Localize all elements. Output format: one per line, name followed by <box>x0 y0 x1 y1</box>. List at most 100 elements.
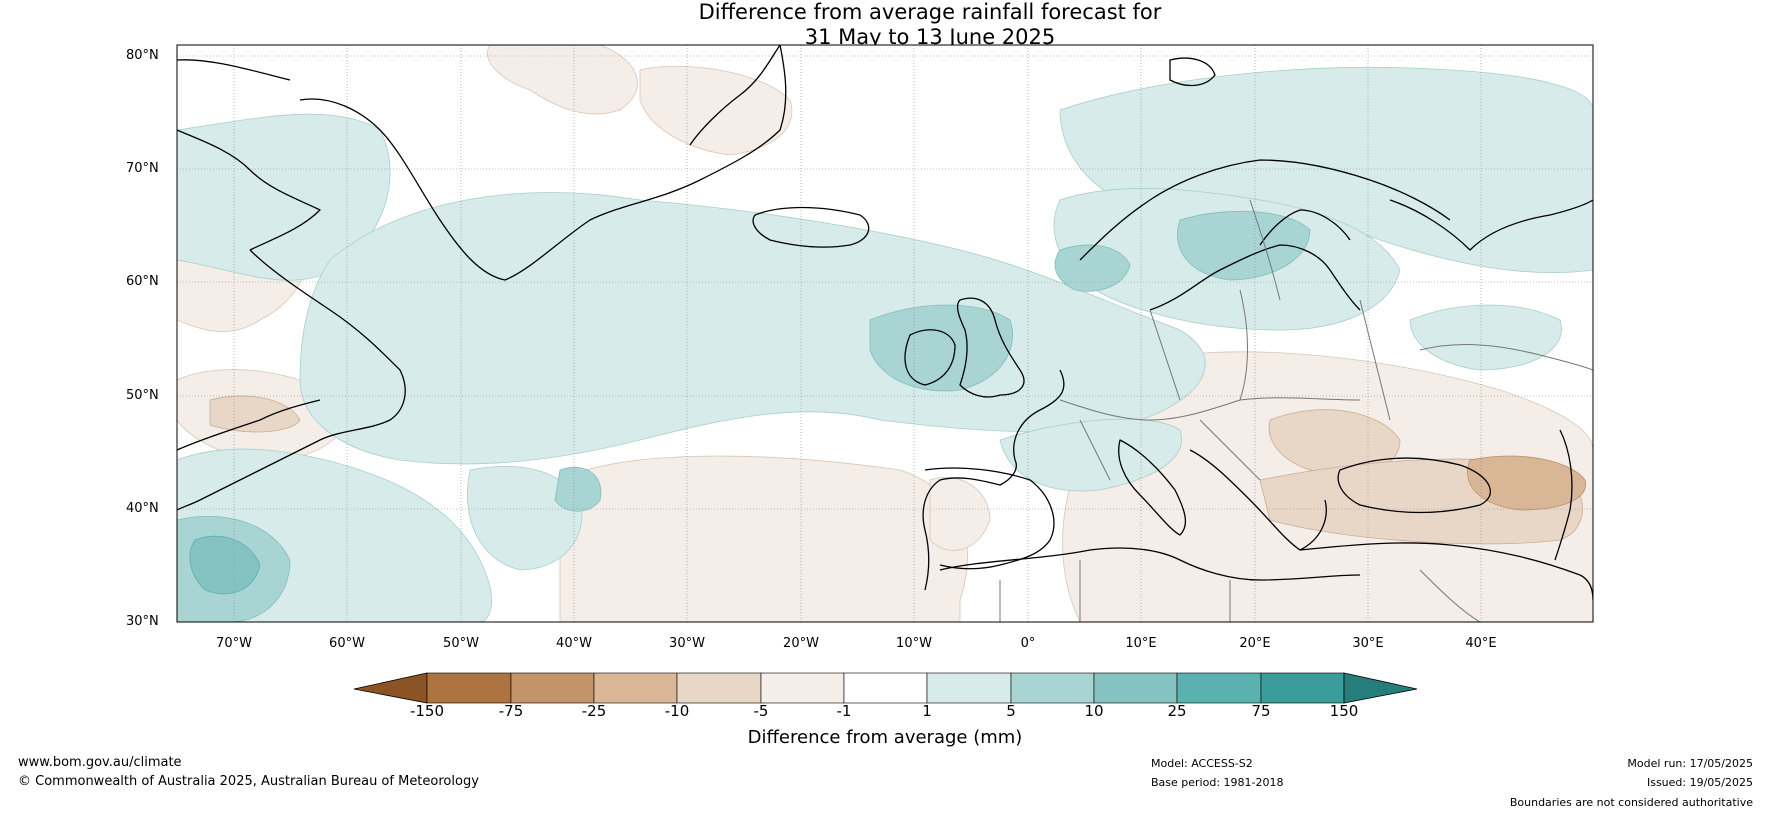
colorbar-segment-11 <box>1260 672 1345 704</box>
border-europe-8 <box>1419 344 1593 371</box>
model-run-text: Model run: 17/05/2025 <box>1627 757 1753 770</box>
wet-region-sweden <box>1177 210 1311 281</box>
title-line-1: Difference from average rainfall forecas… <box>698 0 1162 24</box>
balkans-coast <box>1189 449 1327 551</box>
strong-dry-regions <box>1467 455 1586 511</box>
colorbar-tick-label: -150 <box>409 702 445 720</box>
colorbar-segment-1 <box>426 672 512 704</box>
model-text: Model: ACCESS-S2 <box>1151 757 1253 770</box>
ireland-coast <box>904 329 956 386</box>
strong-wet-regions <box>189 535 261 595</box>
colorbar-extend-high <box>1343 672 1418 704</box>
greenland-coast <box>299 45 787 281</box>
colorbar <box>353 672 1418 704</box>
lon-label-50w: 50°W <box>443 636 479 651</box>
issued-text: Issued: 19/05/2025 <box>1646 776 1753 789</box>
colorbar-segment-8 <box>1010 672 1095 704</box>
colorbar-segment-3 <box>593 672 678 704</box>
wet-region-russia <box>1409 304 1562 371</box>
wet-region-western-europe <box>999 418 1182 492</box>
western-europe-coast <box>922 369 1065 591</box>
border-europe-2 <box>1149 309 1181 401</box>
gulf-of-bothnia-coast <box>1259 209 1351 246</box>
lon-label-20w: 20°W <box>783 636 819 651</box>
colorbar-tick-label: 5 <box>1006 702 1016 720</box>
dry-region-north-atlantic <box>639 65 793 156</box>
colorbar-segment-5 <box>760 672 845 704</box>
border-europe-1 <box>1059 397 1361 421</box>
wet-region-norway-coast <box>1054 244 1131 292</box>
dry-region-subtropical-atlantic <box>559 455 968 622</box>
colorbar-tick-label: 1 <box>922 702 932 720</box>
wet-region-atlantic-spot <box>554 467 602 512</box>
svalbard-coast <box>1169 57 1216 87</box>
colorbar-segment-9 <box>1093 672 1178 704</box>
wet-region-labrador-sea <box>177 113 391 281</box>
anatolia-coast <box>1299 542 1593 601</box>
website-link[interactable]: www.bom.gov.au/climate <box>18 755 182 770</box>
wet-region-subtropical-core <box>189 535 261 595</box>
colorbar-tick-label: -10 <box>664 702 690 720</box>
border-middle-east <box>1419 569 1481 622</box>
map-title: Difference from average rainfall forecas… <box>0 0 1770 50</box>
labrador-coast <box>177 249 406 511</box>
border-europe-5 <box>1249 199 1281 301</box>
dry-region-caucasus <box>1467 455 1586 511</box>
greenland-east-coast <box>689 45 781 146</box>
lon-label-30w: 30°W <box>669 636 705 651</box>
map-frame <box>176 44 1594 623</box>
lon-label-10e: 10°E <box>1125 636 1157 651</box>
colorbar-tick-label: 10 <box>1084 702 1104 720</box>
lon-label-60w: 60°W <box>329 636 365 651</box>
border-europe-4 <box>1359 299 1391 421</box>
baltic-coast <box>1149 244 1361 311</box>
graticule <box>177 45 1593 622</box>
colorbar-tick-label: 150 <box>1329 702 1359 720</box>
colorbar-tick-label: -1 <box>836 702 852 720</box>
map-area <box>177 45 1593 622</box>
lat-label-60n: 60°N <box>126 274 159 289</box>
white-sea-coast <box>1389 199 1593 251</box>
lon-label-70w: 70°W <box>216 636 252 651</box>
north-africa-coast <box>939 547 1361 581</box>
lon-label-0: 0° <box>1020 636 1036 651</box>
wet-region-central-atlantic <box>467 465 583 571</box>
lat-label-50n: 50°N <box>126 388 159 403</box>
colorbar-tick-label: -5 <box>753 702 769 720</box>
great-britain-coast <box>956 297 1025 398</box>
colorbar-segment-6 <box>843 672 928 704</box>
base-period-text: Base period: 1981-2018 <box>1151 776 1284 789</box>
lat-label-80n: 80°N <box>126 48 159 63</box>
dry-region-hudson <box>209 395 301 433</box>
colorbar-segment-10 <box>1176 672 1262 704</box>
copyright-text: © Commonwealth of Australia 2025, Austra… <box>18 774 479 789</box>
baffin-coast <box>177 59 291 81</box>
colorbar-tick-label: -25 <box>581 702 607 720</box>
gulf-st-lawrence-coast <box>177 399 321 451</box>
lon-label-10w: 10°W <box>896 636 932 651</box>
country-borders <box>999 199 1593 622</box>
canada-arctic-coast <box>177 129 321 251</box>
lat-label-70n: 70°N <box>126 161 159 176</box>
border-europe-3 <box>1239 289 1248 401</box>
wet-region-british-isles <box>869 304 1013 392</box>
italy-coast <box>1118 439 1187 536</box>
colorbar-tick-label: -75 <box>498 702 524 720</box>
colorbar-segment-4 <box>676 672 762 704</box>
colorbar-tick-label: 25 <box>1167 702 1187 720</box>
colorbar-segment-2 <box>510 672 595 704</box>
colorbar-extend-low <box>353 672 428 704</box>
lon-label-30e: 30°E <box>1352 636 1384 651</box>
black-sea-coast <box>1337 457 1492 514</box>
colorbar-segment-7 <box>926 672 1012 704</box>
disclaimer-text: Boundaries are not considered authoritat… <box>1509 796 1753 809</box>
iberia-coast <box>924 467 1055 570</box>
lon-label-20e: 20°E <box>1239 636 1271 651</box>
border-europe-7 <box>1199 419 1261 481</box>
coastlines <box>177 45 1593 601</box>
colorbar-tick-label: 75 <box>1251 702 1271 720</box>
iceland-coast <box>752 206 870 248</box>
scandinavia-coast <box>1079 159 1451 261</box>
colorbar-title: Difference from average (mm) <box>747 727 1023 748</box>
